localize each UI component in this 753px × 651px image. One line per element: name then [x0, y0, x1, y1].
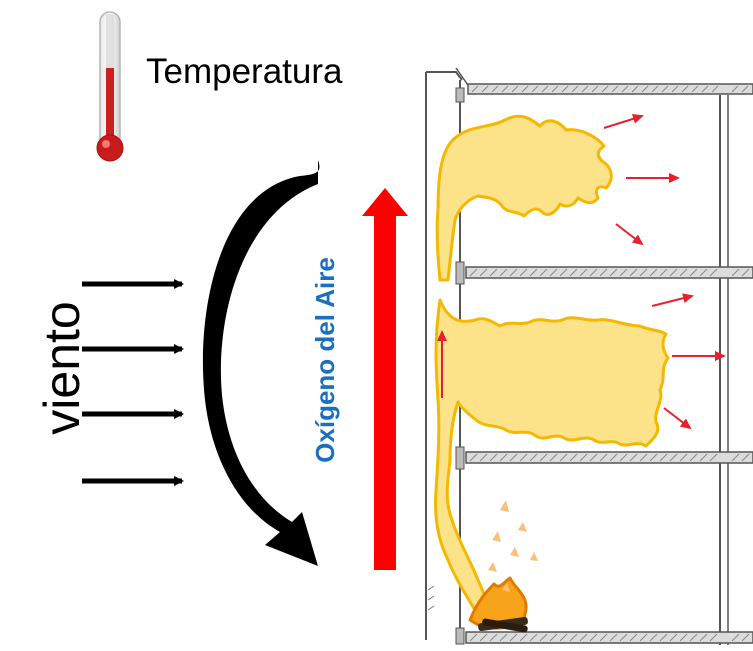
fire-source	[478, 616, 528, 633]
heat-arrow	[663, 407, 692, 430]
air-flow-arrow	[362, 188, 408, 570]
air-oxygen-label: Oxígeno del Aire	[310, 257, 340, 463]
thermometer-icon	[96, 11, 124, 162]
temperature-legend-label: Temperatura	[146, 52, 343, 91]
heat-arrow	[615, 223, 644, 246]
heat-arrows	[437, 113, 726, 430]
air-circulation-arrow	[202, 160, 320, 566]
flames	[434, 114, 670, 630]
embers	[488, 500, 538, 592]
heat-arrow	[603, 113, 644, 129]
heat-arrow	[651, 293, 694, 307]
building-structure	[425, 67, 753, 645]
wind-arrows	[82, 279, 184, 486]
flame-upper-floor	[435, 114, 613, 282]
wind-label: viento	[34, 301, 90, 435]
